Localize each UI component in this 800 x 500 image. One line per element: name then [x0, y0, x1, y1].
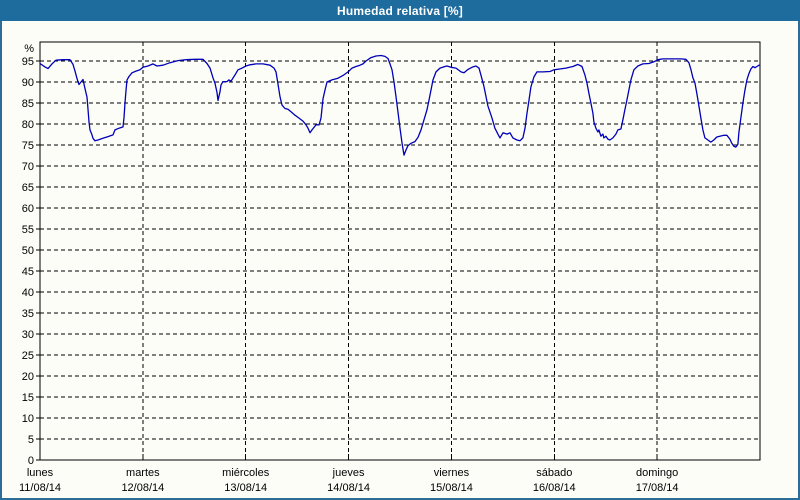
x-day-label: lunes — [27, 467, 54, 479]
x-day-label: domingo — [636, 467, 678, 479]
x-day-label: miércoles — [222, 467, 270, 479]
x-date-label: 14/08/14 — [327, 482, 370, 494]
plot-border — [39, 41, 761, 461]
x-day-label: jueves — [332, 467, 365, 479]
y-tick-label: 85 — [22, 98, 34, 110]
x-date-label: 11/08/14 — [19, 482, 61, 494]
x-day-label: viernes — [434, 467, 470, 479]
window-title: Humedad relativa [%] — [336, 3, 464, 18]
y-tick-label: 0 — [28, 455, 34, 467]
x-day-label: martes — [126, 467, 160, 479]
y-tick-label: 55 — [22, 224, 34, 236]
humidity-series-line — [39, 54, 760, 156]
y-tick-label: 65 — [22, 182, 34, 194]
y-tick-label: 35 — [22, 308, 34, 320]
y-tick-label: 50 — [22, 245, 34, 257]
x-date-label: 15/08/14 — [430, 482, 473, 494]
x-date-label: 13/08/14 — [224, 482, 267, 494]
y-tick-label: 10 — [22, 413, 34, 425]
y-tick-label: 95 — [22, 56, 34, 68]
y-tick-label: 25 — [22, 350, 34, 362]
y-tick-label: 45 — [22, 266, 34, 278]
x-date-label: 17/08/14 — [636, 482, 679, 494]
y-tick-label: 15 — [22, 392, 34, 404]
y-tick-label: 80 — [22, 119, 34, 131]
x-date-label: 12/08/14 — [121, 482, 164, 494]
y-tick-label: 90 — [22, 77, 34, 89]
y-tick-label: 5 — [28, 434, 34, 446]
y-tick-label: 75 — [22, 140, 34, 152]
window-titlebar: Humedad relativa [%] — [0, 0, 800, 21]
y-tick-label: 60 — [22, 203, 34, 215]
x-date-label: 16/08/14 — [533, 482, 576, 494]
y-tick-label: 70 — [22, 161, 34, 173]
y-tick-label: 30 — [22, 329, 34, 341]
x-day-label: sábado — [536, 467, 572, 479]
y-tick-label: 40 — [22, 287, 34, 299]
y-axis-unit-label: % — [24, 43, 34, 55]
y-tick-label: 20 — [22, 371, 34, 383]
